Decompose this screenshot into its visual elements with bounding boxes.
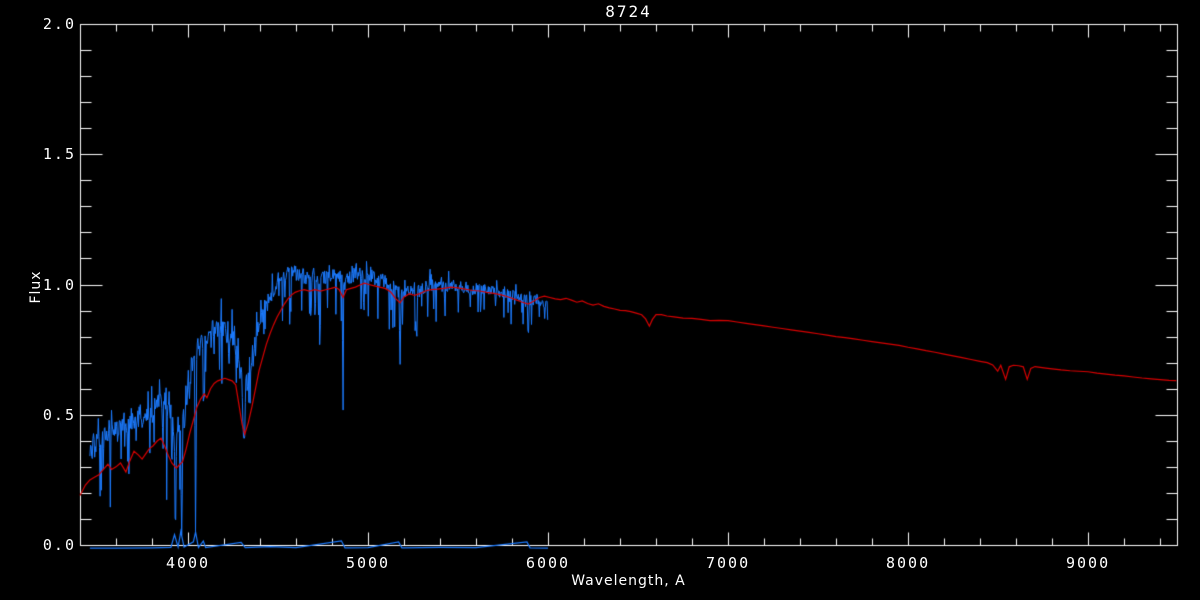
x-tick-label: 5000 xyxy=(345,554,391,572)
x-tick-label: 4000 xyxy=(165,554,211,572)
x-tick-label: 8000 xyxy=(885,554,931,572)
x-tick-label: 9000 xyxy=(1066,554,1111,572)
y-tick-label: 0.0 xyxy=(42,536,76,554)
y-tick-label: 2.0 xyxy=(42,15,76,33)
x-tick-label: 6000 xyxy=(525,554,571,572)
y-tick-label: 1.0 xyxy=(42,275,76,294)
y-tick-label: 1.5 xyxy=(42,145,76,164)
y-tick-label: 0.5 xyxy=(42,405,76,424)
x-axis-label: Wavelength, A xyxy=(571,573,686,589)
x-tick-label: 7000 xyxy=(705,554,751,572)
plot-title: 8724 xyxy=(605,2,652,21)
